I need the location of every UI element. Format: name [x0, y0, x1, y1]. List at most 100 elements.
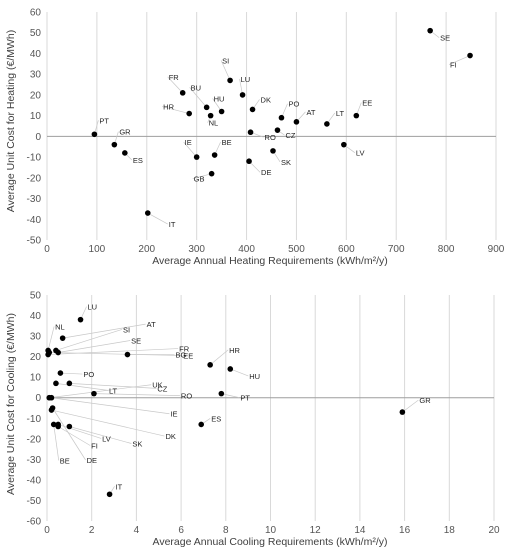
heating-point-label-lt: LT — [336, 109, 345, 118]
heating-point-gb — [208, 170, 215, 177]
cooling-point-label-ee: EE — [183, 352, 193, 361]
cooling-point-pt — [218, 390, 225, 397]
cooling-point-label-hr: HR — [229, 346, 240, 355]
heating-x-tick-label: 200 — [138, 244, 155, 255]
cooling-point-se — [55, 349, 61, 356]
heating-point-label-cz: CZ — [285, 131, 295, 140]
cooling-y-tick-label: 50 — [30, 291, 42, 302]
cooling-point-label-lv: LV — [102, 434, 111, 443]
cooling-chart-panel: Average Annual Cooling Requirements (kWh… — [5, 291, 500, 549]
heating-point-label-sk: SK — [281, 158, 291, 167]
cooling-point-ro — [91, 390, 97, 397]
heating-point-lt — [324, 121, 330, 127]
cooling-point-label-be: BE — [60, 456, 70, 465]
cooling-x-axis-title: Average Annual Cooling Requirements (kWh… — [153, 536, 388, 548]
heating-point-ie — [193, 154, 200, 160]
cooling-y-tick-label: -10 — [27, 414, 42, 425]
cooling-label-leader — [58, 340, 131, 353]
heating-point-be — [211, 152, 218, 158]
cooling-point-gr — [399, 409, 406, 415]
cooling-point-label-ro: RO — [181, 392, 192, 401]
cooling-label-leader — [55, 382, 108, 391]
heating-label-leader — [192, 173, 212, 180]
cooling-y-tick-label: 10 — [30, 373, 42, 384]
heating-point-bu — [203, 104, 210, 111]
cooling-point-label-nl: NL — [55, 322, 65, 331]
cooling-x-tick-label: 6 — [178, 525, 184, 536]
heating-point-fi — [467, 52, 473, 59]
cooling-label-leader — [69, 382, 157, 389]
heating-label-leader — [167, 76, 183, 94]
cooling-point-ie — [48, 394, 55, 401]
heating-point-label-ro: RO — [265, 133, 276, 142]
heating-y-tick-label: 50 — [30, 28, 42, 39]
cooling-point-label-bg: BG — [175, 351, 186, 360]
cooling-point-po — [57, 370, 64, 376]
heating-point-label-hr: HR — [163, 103, 174, 112]
cooling-label-leader — [47, 326, 55, 351]
cooling-y-tick-label: 20 — [30, 352, 42, 363]
heating-point-label-fr: FR — [169, 73, 180, 82]
heating-y-tick-label: 10 — [30, 111, 42, 122]
cooling-label-leader — [48, 348, 179, 355]
heating-point-label-bu: BU — [191, 83, 201, 92]
heating-point-hr — [186, 110, 192, 117]
heating-point-label-it: IT — [169, 220, 176, 229]
heating-point-label-de: DE — [261, 168, 271, 177]
cooling-x-tick-label: 8 — [223, 525, 229, 536]
cooling-point-label-gr: GR — [419, 396, 431, 405]
cooling-y-tick-label: -60 — [27, 517, 42, 528]
cooling-point-label-si: SI — [123, 325, 130, 334]
heating-point-es — [122, 150, 128, 156]
cooling-y-tick-label: 0 — [35, 393, 41, 404]
heating-point-label-nl: NL — [209, 119, 219, 128]
heating-x-axis-title: Average Annual Heating Requirements (kWh… — [152, 255, 388, 267]
heating-y-tick-label: 0 — [35, 132, 41, 143]
cooling-point-de — [49, 405, 56, 411]
cooling-y-tick-label: 30 — [30, 332, 42, 343]
cooling-point-label-fi: FI — [91, 441, 98, 450]
cooling-point-label-uk: UK — [152, 381, 162, 390]
heating-label-leader — [183, 141, 197, 158]
cooling-point-label-hu: HU — [249, 372, 260, 381]
heating-point-label-ee: EE — [362, 99, 372, 108]
heating-x-tick-label: 0 — [44, 244, 50, 255]
cooling-x-tick-label: 0 — [44, 525, 50, 536]
cooling-point-label-se: SE — [131, 337, 141, 346]
heating-point-ro — [247, 129, 254, 136]
cooling-point-hu — [227, 366, 234, 372]
heating-point-label-se: SE — [440, 34, 450, 43]
cooling-label-leader — [51, 397, 170, 415]
cooling-label-leader — [402, 399, 419, 413]
cooling-x-tick-label: 20 — [488, 525, 500, 536]
cooling-label-leader — [49, 352, 183, 356]
cooling-point-label-sk: SK — [132, 439, 142, 448]
heating-point-label-lv: LV — [356, 149, 365, 158]
heating-y-tick-label: 30 — [30, 70, 42, 81]
heating-x-tick-label: 300 — [188, 244, 205, 255]
heating-y-tick-label: -10 — [27, 153, 42, 164]
heating-y-tick-label: -50 — [27, 236, 42, 247]
cooling-point-be — [50, 421, 57, 428]
cooling-label-leader — [230, 368, 249, 377]
heating-point-label-pt: PT — [99, 116, 109, 125]
heating-point-dk — [249, 106, 256, 113]
cooling-label-leader — [62, 323, 146, 339]
heating-label-leader — [189, 87, 207, 108]
heating-x-tick-label: 500 — [288, 244, 305, 255]
cooling-x-tick-label: 12 — [310, 525, 322, 536]
heating-y-tick-label: -20 — [27, 173, 42, 184]
heating-point-label-be: BE — [222, 138, 232, 147]
cooling-point-label-fr: FR — [179, 345, 190, 354]
heating-point-lv — [341, 141, 347, 148]
heating-point-hu — [218, 108, 225, 115]
heating-point-se — [427, 27, 433, 34]
cooling-point-cz — [66, 380, 73, 387]
cooling-point-at — [59, 335, 66, 341]
cooling-point-label-de: DE — [87, 456, 97, 465]
heating-point-at — [293, 119, 300, 125]
cooling-label-leader — [209, 349, 229, 366]
cooling-label-leader — [69, 426, 132, 444]
heating-point-label-po: PO — [288, 100, 299, 109]
